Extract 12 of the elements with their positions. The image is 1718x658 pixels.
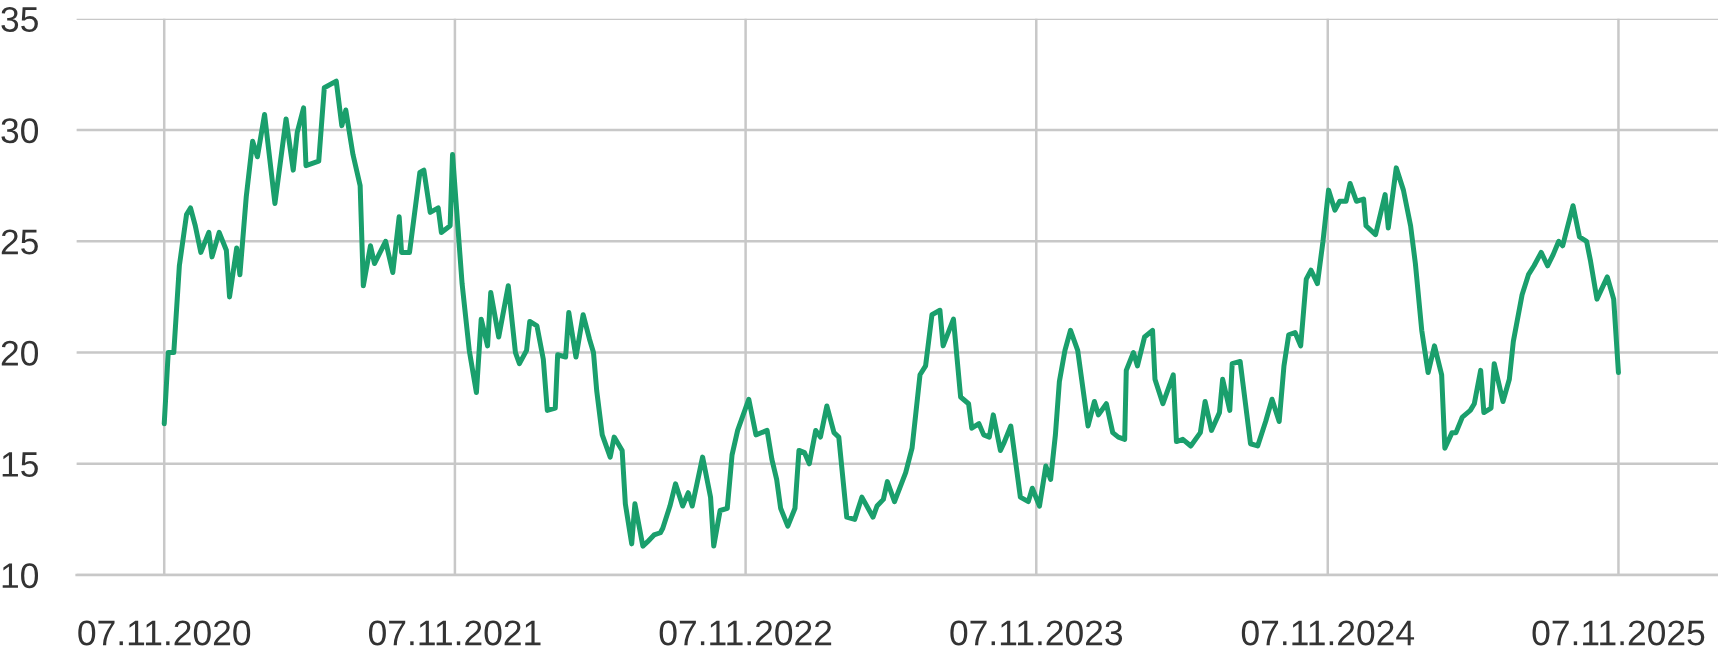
y-tick-label: 15 [2,452,38,477]
x-tick-label: 07.11.2022 [659,620,832,646]
x-tick-label: 07.11.2025 [1532,620,1705,646]
y-tick-label: 35 [1,6,38,32]
y-tick-label: 10 [2,563,39,589]
x-tick-label: 07.11.2021 [368,620,541,646]
y-tick-label: 30 [1,118,39,144]
y-tick-label: 20 [1,340,39,366]
y-tick-label: 25 [1,229,38,255]
x-tick-label: 07.11.2023 [950,620,1123,646]
x-tick-label: 07.11.2020 [78,620,251,646]
x-tick-label: 07.11.2024 [1241,620,1415,646]
